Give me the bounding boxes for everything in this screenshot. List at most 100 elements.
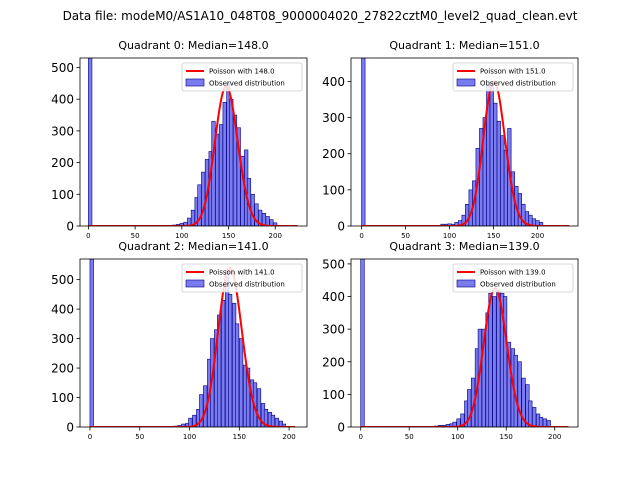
legend-hist-swatch xyxy=(186,79,204,86)
x-tick-label: 0 xyxy=(359,232,363,240)
histogram-bar xyxy=(229,99,233,226)
y-tick-label: 400 xyxy=(322,290,345,304)
x-tick-label: 50 xyxy=(135,433,144,441)
histogram-bar xyxy=(543,419,547,427)
y-tick-label: 400 xyxy=(322,75,345,89)
histogram-bar xyxy=(361,259,365,427)
histogram-bar xyxy=(362,58,366,226)
x-tick-label: 200 xyxy=(531,232,544,240)
legend-hist-label: Observed distribution xyxy=(480,80,556,88)
histogram-bar xyxy=(215,134,219,226)
legend-hist-swatch xyxy=(457,79,475,86)
histogram-bar xyxy=(228,294,232,427)
subplot-title: Quadrant 2: Median=141.0 xyxy=(118,240,268,253)
y-tick-label: 100 xyxy=(51,391,74,405)
histogram-bar xyxy=(221,300,225,427)
histogram-bar xyxy=(518,193,522,226)
y-tick-label: 200 xyxy=(322,355,345,369)
x-tick-label: 50 xyxy=(401,232,410,240)
legend-curve-label: Poisson with 148.0 xyxy=(209,68,275,76)
x-tick-label: 50 xyxy=(131,232,140,240)
x-tick-label: 100 xyxy=(451,433,464,441)
y-tick-label: 400 xyxy=(51,93,74,107)
x-tick-label: 200 xyxy=(282,433,295,441)
legend-curve-label: Poisson with 141.0 xyxy=(209,269,275,277)
y-tick-label: 200 xyxy=(322,147,345,161)
y-tick-label: 300 xyxy=(51,332,74,346)
legend-curve-label: Poisson with 151.0 xyxy=(480,68,546,76)
x-tick-label: 150 xyxy=(233,433,246,441)
legend-hist-label: Observed distribution xyxy=(209,80,285,88)
histogram-bar xyxy=(489,293,493,427)
x-tick-label: 0 xyxy=(358,433,362,441)
legend: Poisson with 141.0 Observed distribution xyxy=(182,264,302,292)
histogram-bar xyxy=(501,136,505,226)
histogram-bar xyxy=(201,172,205,226)
legend-hist-label: Observed distribution xyxy=(480,281,556,289)
legend-hist-swatch xyxy=(186,280,204,287)
poisson-curve xyxy=(88,87,297,226)
x-tick-label: 100 xyxy=(175,232,188,240)
histogram-bar xyxy=(239,339,243,427)
x-tick-label: 150 xyxy=(500,433,513,441)
subplot-quadrant-1: Quadrant 1: Median=151.0 0 50 100 150 200 0 100… xyxy=(322,39,578,240)
y-tick-label: 300 xyxy=(322,111,345,125)
legend-hist-swatch xyxy=(457,280,475,287)
y-tick-label: 500 xyxy=(322,257,345,271)
histogram-bar xyxy=(532,407,536,427)
y-tick-label: 0 xyxy=(66,220,74,234)
histogram-bar xyxy=(490,81,494,226)
histogram-bar xyxy=(271,415,275,427)
y-tick-label: 100 xyxy=(51,188,74,202)
x-tick-label: 150 xyxy=(487,232,500,240)
y-tick-label: 300 xyxy=(322,323,345,337)
subplot-title: Quadrant 1: Median=151.0 xyxy=(389,39,539,52)
x-tick-label: 50 xyxy=(405,433,414,441)
histogram-bar xyxy=(539,417,543,427)
y-tick-label: 100 xyxy=(322,388,345,402)
histogram-bar xyxy=(223,102,227,226)
histogram-bar xyxy=(275,418,279,427)
histogram-bar xyxy=(497,290,501,427)
histogram-bar xyxy=(497,121,501,226)
subplot-title: Quadrant 0: Median=148.0 xyxy=(118,39,268,52)
legend: Poisson with 151.0 Observed distribution xyxy=(453,63,573,91)
histogram-bar xyxy=(219,125,223,226)
x-tick-label: 200 xyxy=(548,433,561,441)
histogram-bar xyxy=(90,259,94,427)
histogram-bar xyxy=(235,324,239,427)
x-tick-label: 200 xyxy=(269,232,282,240)
x-tick-label: 0 xyxy=(86,232,90,240)
legend: Poisson with 139.0 Observed distribution xyxy=(453,264,573,292)
y-tick-label: 100 xyxy=(322,183,345,197)
y-tick-label: 0 xyxy=(66,421,74,435)
histogram-bar xyxy=(494,103,498,226)
subplot-quadrant-2: Quadrant 2: Median=141.0 0 50 100 150 200 0 100… xyxy=(51,240,307,441)
subplot-title: Quadrant 3: Median=139.0 xyxy=(389,240,539,253)
histogram-bar xyxy=(88,58,92,226)
y-tick-label: 200 xyxy=(51,156,74,170)
histogram-bar xyxy=(518,362,522,427)
y-tick-label: 0 xyxy=(337,421,345,435)
subplot-quadrant-3: Quadrant 3: Median=139.0 0 50 100 150 200 0 100… xyxy=(322,240,578,441)
histogram-bar xyxy=(503,297,507,427)
legend-hist-label: Observed distribution xyxy=(209,281,285,289)
histogram-bar xyxy=(493,297,497,427)
x-tick-label: 100 xyxy=(443,232,456,240)
y-tick-label: 500 xyxy=(51,273,74,287)
figure-suptitle: Data file: modeM0/AS1A10_048T08_90000040… xyxy=(0,9,640,23)
legend: Poisson with 148.0 Observed distribution xyxy=(182,63,302,91)
histogram-bar xyxy=(529,401,533,427)
y-tick-label: 200 xyxy=(51,362,74,376)
x-tick-label: 0 xyxy=(88,433,92,441)
legend-curve-label: Poisson with 139.0 xyxy=(480,269,546,277)
y-tick-label: 300 xyxy=(51,124,74,138)
y-tick-label: 0 xyxy=(337,220,345,234)
y-tick-label: 500 xyxy=(51,61,74,75)
x-tick-label: 150 xyxy=(222,232,235,240)
subplot-quadrant-0: Quadrant 0: Median=148.0 0 50 100 150 200 0 100… xyxy=(51,39,307,240)
x-tick-label: 100 xyxy=(183,433,196,441)
y-tick-label: 400 xyxy=(51,303,74,317)
